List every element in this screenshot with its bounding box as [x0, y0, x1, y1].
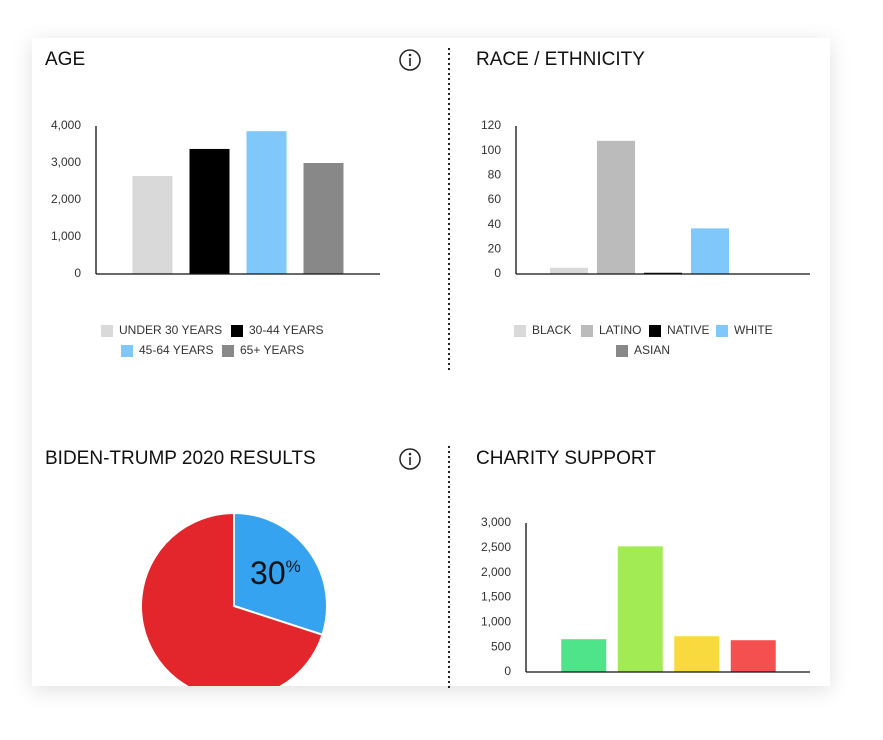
bar: [132, 175, 173, 274]
y-tick-label: 3,000: [481, 515, 511, 529]
legend-label: BLACK: [532, 323, 571, 337]
legend-label: LATINO: [599, 323, 641, 337]
y-tick-label: 1,000: [51, 229, 81, 243]
y-tick-label: 40: [488, 217, 502, 231]
bar: [561, 639, 607, 672]
y-tick-label: 2,000: [481, 565, 511, 579]
y-tick-label: 0: [494, 266, 501, 280]
legend-label: 65+ YEARS: [240, 343, 304, 357]
legend-swatch: [616, 345, 628, 357]
y-tick-label: 120: [481, 118, 501, 132]
bar: [730, 640, 776, 672]
legend-label: 30-44 YEARS: [249, 323, 324, 337]
legend-swatch: [716, 325, 728, 337]
y-tick-label: 500: [491, 639, 511, 653]
y-tick-label: 1,000: [481, 615, 511, 629]
y-tick-label: 2,500: [481, 540, 511, 554]
legend-label: WHITE: [734, 323, 773, 337]
bar: [617, 546, 663, 672]
y-tick-label: 0: [74, 266, 81, 280]
chart-title: AGE: [45, 49, 85, 70]
pie-slice: [140, 511, 324, 686]
y-tick-label: 1,500: [481, 590, 511, 604]
legend-swatch: [649, 325, 661, 337]
y-tick-label: 100: [481, 143, 501, 157]
legend-swatch: [222, 345, 234, 357]
pie-label: 30%: [250, 555, 301, 591]
legend-label: NATIVE: [667, 323, 709, 337]
charts: AGE 0 1,000 2,000 3,000 4,000 UNDER 30 YEARS 30…: [45, 49, 810, 686]
legend-swatch: [231, 325, 243, 337]
chart-title: RACE / ETHNICITY: [476, 49, 645, 70]
y-tick-label: 0: [504, 664, 511, 678]
y-tick-label: 2,000: [51, 192, 81, 206]
y-tick-label: 4,000: [51, 118, 81, 132]
y-tick-label: 60: [488, 192, 502, 206]
pie-slice: [233, 511, 328, 636]
bar: [189, 148, 230, 274]
legend-swatch: [101, 325, 113, 337]
legend-label: UNDER 30 YEARS: [119, 323, 222, 337]
y-tick-label: 80: [488, 168, 502, 182]
info-icon[interactable]: [399, 448, 421, 470]
legend-label: 45-64 YEARS: [139, 343, 214, 357]
bar: [303, 163, 344, 274]
bar: [691, 228, 729, 274]
bar: [674, 636, 720, 672]
legend-swatch: [581, 325, 593, 337]
legend-swatch: [121, 345, 133, 357]
legend-label: ASIAN: [634, 343, 670, 357]
bar: [597, 140, 635, 274]
chart-title: CHARITY SUPPORT: [476, 448, 656, 469]
bar: [246, 131, 287, 274]
legend-swatch: [514, 325, 526, 337]
y-tick-label: 3,000: [51, 155, 81, 169]
info-icon[interactable]: [399, 49, 421, 71]
y-tick-label: 20: [488, 242, 502, 256]
bar: [550, 267, 588, 274]
chart-title: BIDEN-TRUMP 2020 RESULTS: [45, 448, 316, 469]
